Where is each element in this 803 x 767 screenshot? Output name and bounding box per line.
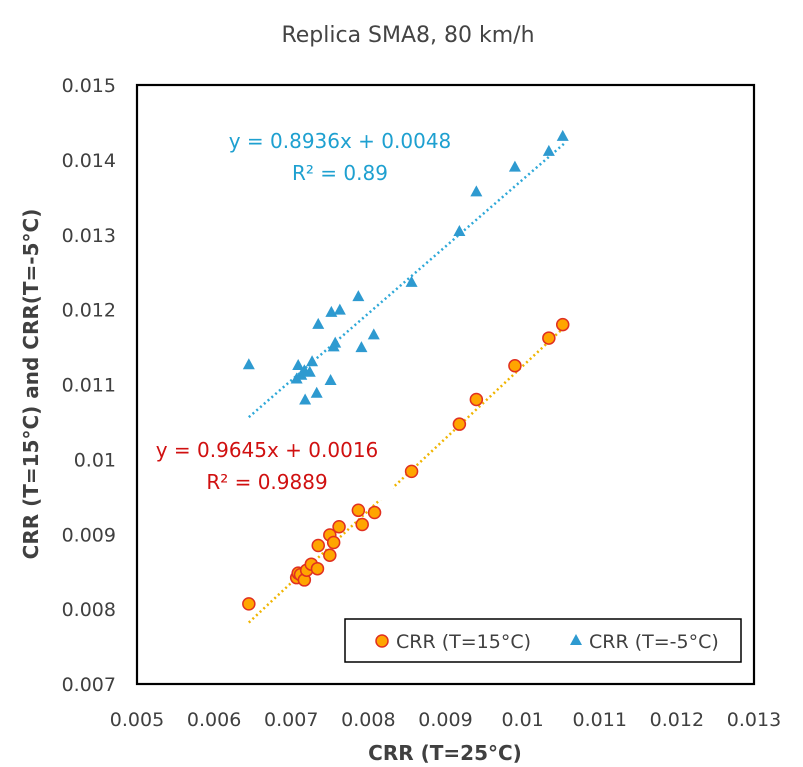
data-point-circle [326,535,341,550]
y-tick-label: 0.007 [62,674,116,696]
data-point-circle [542,331,556,345]
equation-cold: y = 0.8936x + 0.0048 [229,129,452,153]
data-point-triangle [242,358,255,370]
x-tick-label: 0.012 [650,709,704,731]
data-point-circle [351,503,366,518]
data-point-circle [508,359,522,373]
y-tick-label: 0.013 [62,225,116,247]
data-point-triangle [352,290,365,302]
data-point-circle [469,392,484,407]
r-squared-cold: R² = 0.89 [292,161,388,185]
data-point-triangle [355,341,368,353]
r-squared-warm: R² = 0.9889 [206,470,327,494]
x-tick-label: 0.005 [110,709,164,731]
data-point-circle [332,520,346,534]
x-tick-label: 0.013 [727,709,781,731]
x-tick-label: 0.009 [418,709,472,731]
data-point-triangle [542,144,555,156]
equation-box-warm [145,432,393,500]
data-point-triangle [367,328,380,340]
data-point-triangle [508,160,521,172]
data-point-triangle [303,365,316,377]
data-point-circle [310,561,325,576]
data-point-circle [452,417,467,431]
data-point-triangle [312,317,325,329]
y-tick-label: 0.012 [62,300,116,322]
y-tick-label: 0.01 [74,449,116,471]
data-point-circle [367,505,382,520]
legend-label-cold: CRR (T=-5°C) [589,631,719,653]
data-point-circle [404,464,419,479]
x-axis-label: CRR (T=25°C) [368,741,522,765]
x-tick-label: 0.008 [341,709,395,731]
data-points [242,129,570,611]
data-point-circle [355,517,369,532]
data-point-triangle [306,355,319,367]
legend: CRR (T=15°C) CRR (T=-5°C) [344,618,742,663]
x-tick-label: 0.01 [501,709,543,731]
legend-triangle-marker [570,634,582,645]
data-point-circle [323,548,337,562]
y-tick-label: 0.015 [62,75,116,97]
data-point-triangle [324,374,337,386]
y-tick-label: 0.008 [62,599,116,621]
plot-area-border [135,83,756,686]
legend-box [344,618,742,663]
equation-label-cold: y = 0.8936x + 0.0048 R² = 0.89 [214,122,462,190]
legend-circle-marker [375,634,389,648]
data-point-triangle [556,129,569,141]
chart-title: Replica SMA8, 80 km/h [281,23,534,48]
x-tick-label: 0.007 [264,709,318,731]
y-tick-label: 0.009 [62,524,116,546]
y-tick-label: 0.014 [62,150,116,172]
data-point-circle [555,317,570,332]
data-point-triangle [453,225,466,237]
x-tick-label: 0.011 [573,709,627,731]
equation-warm: y = 0.9645x + 0.0016 [156,438,379,462]
x-tick-label: 0.006 [187,709,241,731]
data-point-triangle [299,393,312,405]
equation-box-cold [214,122,462,190]
data-point-triangle [405,275,418,287]
data-point-triangle [329,336,342,348]
data-point-triangle [333,303,346,315]
y-tick-label: 0.011 [62,375,116,397]
legend-label-warm: CRR (T=15°C) [396,631,531,653]
data-point-triangle [292,359,305,371]
data-point-triangle [310,386,323,398]
y-axis-label: CRR (T=15°C) and CRR(T=-5°C) [19,209,43,560]
data-point-circle [242,597,256,611]
data-point-circle [311,538,325,553]
equation-label-warm: y = 0.9645x + 0.0016 R² = 0.9889 [145,432,393,500]
data-point-triangle [470,185,483,197]
tick-labels: 0.005 0.006 0.007 0.008 0.009 0.01 0.011 0.012 0… [62,75,782,731]
